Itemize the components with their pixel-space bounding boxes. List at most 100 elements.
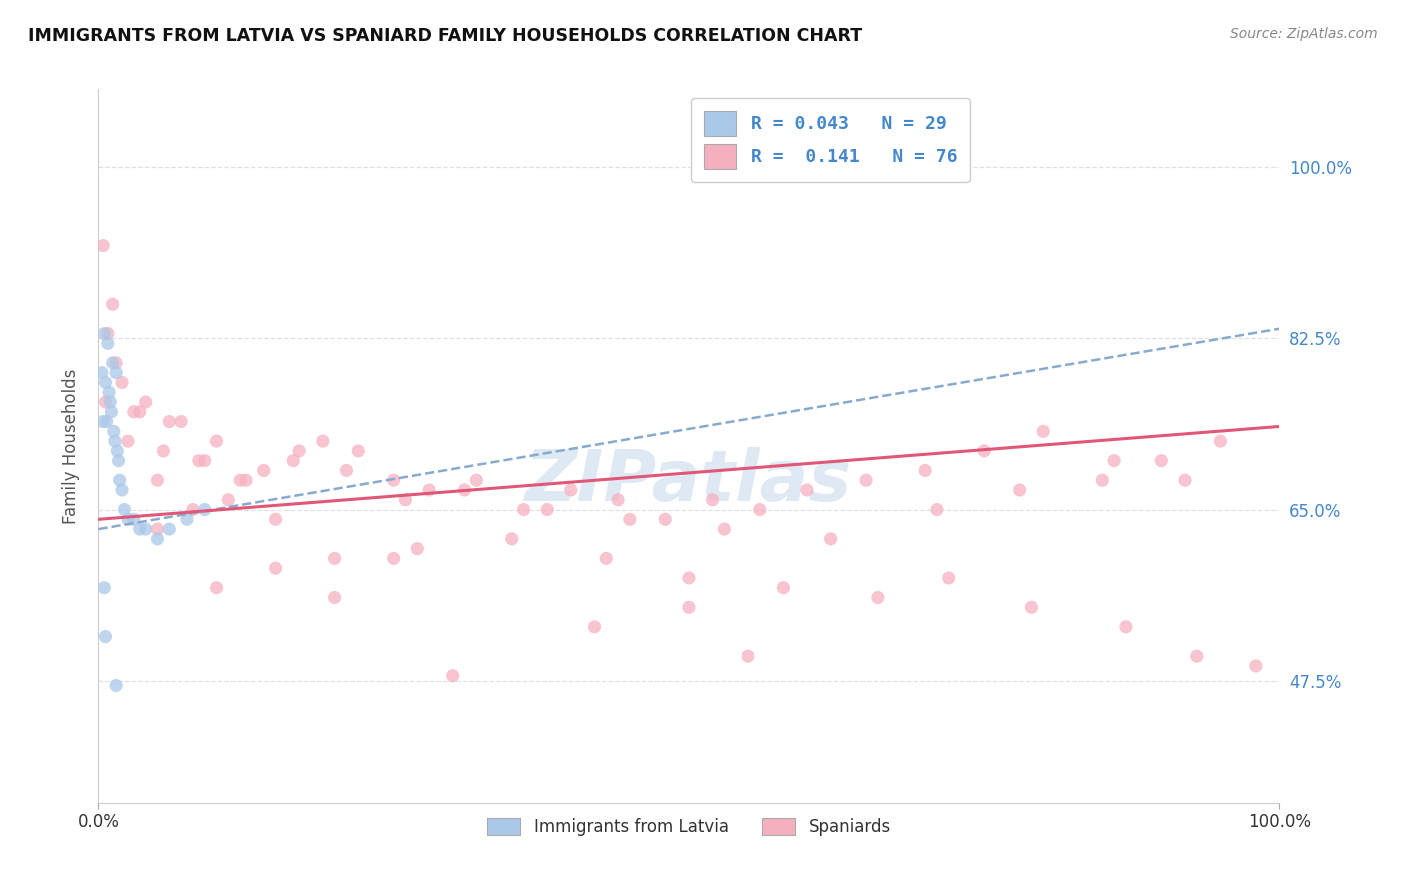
Point [382,551,405,566]
Point [1021,600,1043,615]
Point [93,326,115,341]
Point [152,443,174,458]
Point [135,522,157,536]
Point [288,443,311,458]
Point [678,600,700,615]
Point [107,453,129,467]
Point [91,366,114,380]
Point [94,395,117,409]
Point [560,483,582,497]
Point [103,425,125,439]
Point [146,532,169,546]
Point [925,502,948,516]
Point [973,443,995,458]
Point [97,326,120,341]
Point [187,453,209,467]
Point [170,415,193,429]
Point [229,473,252,487]
Point [1032,425,1054,439]
Point [112,502,135,516]
Point [512,502,534,516]
Point [111,483,134,497]
Point [654,512,676,526]
Point [100,405,122,419]
Point [181,502,204,516]
Point [205,581,228,595]
Point [128,405,150,419]
Point [1102,453,1125,467]
Point [914,463,936,477]
Point [105,443,128,458]
Point [678,571,700,585]
Point [583,620,606,634]
Point [1244,659,1267,673]
Point [536,502,558,516]
Point [97,336,120,351]
Point [194,453,217,467]
Point [453,483,475,497]
Point [283,453,305,467]
Point [105,356,128,370]
Point [105,678,128,692]
Point [465,473,488,487]
Point [737,649,759,664]
Text: Source: ZipAtlas.com: Source: ZipAtlas.com [1230,27,1378,41]
Point [205,434,228,449]
Point [135,395,157,409]
Point [96,415,118,429]
Point [335,463,357,477]
Point [146,473,169,487]
Point [748,502,770,516]
Point [1008,483,1031,497]
Point [501,532,523,546]
Legend: Immigrants from Latvia, Spaniards: Immigrants from Latvia, Spaniards [478,810,900,845]
Point [117,512,139,526]
Point [1115,620,1137,634]
Point [176,512,198,526]
Point [111,376,134,390]
Point [264,512,287,526]
Point [91,238,114,252]
Point [1091,473,1114,487]
Point [866,591,889,605]
Point [104,434,127,449]
Point [323,551,346,566]
Point [91,415,114,429]
Point [101,297,124,311]
Point [796,483,818,497]
Point [235,473,257,487]
Point [406,541,429,556]
Point [101,356,124,370]
Point [157,415,180,429]
Point [93,581,115,595]
Point [1174,473,1197,487]
Point [98,385,121,400]
Point [122,512,145,526]
Point [938,571,960,585]
Point [702,492,724,507]
Point [105,366,128,380]
Point [98,395,121,409]
Point [418,483,440,497]
Point [94,376,117,390]
Point [595,551,617,566]
Point [607,492,630,507]
Point [323,591,346,605]
Point [1209,434,1232,449]
Point [772,581,794,595]
Point [312,434,335,449]
Point [108,473,131,487]
Point [94,630,117,644]
Point [1150,453,1173,467]
Point [713,522,735,536]
Point [394,492,416,507]
Text: ZIPatlas: ZIPatlas [526,447,852,516]
Point [253,463,276,477]
Point [1185,649,1208,664]
Point [441,669,464,683]
Point [122,405,145,419]
Point [619,512,641,526]
Point [820,532,842,546]
Point [264,561,287,575]
Text: IMMIGRANTS FROM LATVIA VS SPANIARD FAMILY HOUSEHOLDS CORRELATION CHART: IMMIGRANTS FROM LATVIA VS SPANIARD FAMIL… [28,27,862,45]
